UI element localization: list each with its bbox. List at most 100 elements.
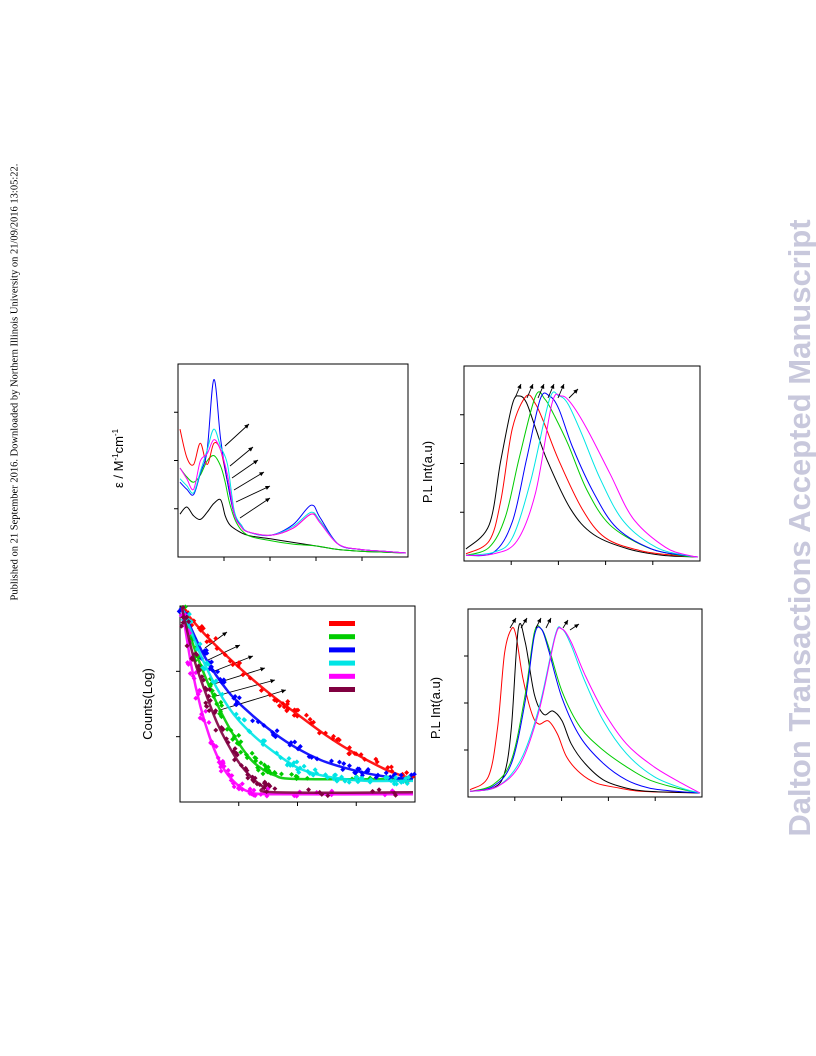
emission-bottom-y-axis-label: P.L Int(a.u)	[428, 677, 443, 739]
decay-series-wine	[180, 607, 414, 794]
decay-point-magenta	[206, 720, 212, 725]
decay-point-blue	[274, 728, 280, 734]
decay-point-wine	[262, 779, 268, 785]
decay-point-wine	[370, 788, 376, 794]
decay-point-cyan	[404, 781, 410, 787]
emission-top-y-axis-label: P.L Int(a.u)	[420, 441, 435, 503]
absorption-arrow-shaft	[233, 471, 265, 491]
decay-point-blue	[408, 772, 414, 778]
emission-bottom-series-magenta	[469, 627, 701, 794]
decay-point-magenta	[239, 787, 245, 793]
decay-point-cyan	[301, 763, 307, 769]
decay-point-red	[307, 716, 313, 722]
decay-point-cyan	[213, 678, 219, 684]
emission-top-series-red	[465, 394, 699, 558]
absorption-series-green	[179, 454, 407, 554]
decay-arrow-head	[281, 689, 286, 694]
decay-arrow-shaft	[219, 689, 287, 711]
decay-point-cyan	[310, 772, 316, 778]
decay-point-green	[238, 749, 244, 755]
decay-point-red	[199, 623, 205, 629]
decay-point-cyan	[339, 774, 345, 780]
emission-bottom-series-blue	[469, 626, 701, 794]
decay-point-blue	[359, 770, 365, 776]
decay-point-wine	[231, 748, 237, 754]
decay-point-green	[304, 775, 310, 781]
absorption-arrow-shaft	[224, 423, 250, 447]
decay-point-magenta	[199, 711, 205, 717]
decay-point-blue	[365, 767, 371, 772]
absorption-arrow-shaft	[235, 485, 271, 503]
decay-point-green	[236, 732, 242, 738]
decay-point-cyan	[197, 641, 203, 647]
decay-point-blue	[204, 650, 210, 656]
decay-point-blue	[231, 695, 237, 701]
decay-point-magenta	[239, 781, 245, 787]
absorption-y-axis-label: ε / M-1cm-1	[111, 428, 126, 488]
decay-point-magenta	[197, 688, 203, 694]
decay-point-green	[278, 771, 284, 777]
decay-point-cyan	[355, 779, 361, 785]
decay-point-magenta	[250, 792, 256, 798]
decay-point-blue	[261, 722, 267, 728]
decay-point-red	[294, 713, 300, 719]
decay-point-magenta	[193, 695, 199, 701]
absorption-arrow-shaft	[231, 459, 259, 479]
decay-point-cyan	[236, 716, 242, 721]
decay-point-magenta	[258, 791, 264, 797]
emission-bottom-arrow-head	[547, 618, 551, 623]
decay-point-cyan	[278, 755, 284, 761]
decay-point-magenta	[218, 768, 224, 774]
decay-point-green	[224, 726, 230, 732]
absorption-arrow-shaft	[239, 497, 271, 519]
decay-point-cyan	[296, 769, 302, 775]
decay-point-wine	[306, 787, 312, 793]
decay-point-wine	[263, 783, 269, 789]
decay-point-cyan	[394, 781, 399, 787]
decay-point-wine	[196, 663, 202, 669]
decay-point-green	[272, 769, 278, 775]
decay-point-magenta	[201, 717, 207, 723]
decay-point-cyan	[219, 691, 225, 697]
decay-point-red	[284, 708, 290, 714]
decay-point-wine	[376, 787, 382, 793]
absorption-arrow-shaft	[229, 446, 254, 467]
decay-point-cyan	[260, 742, 266, 747]
emission-bottom-series-green	[469, 625, 701, 794]
decay-point-red	[267, 692, 273, 698]
decay-point-blue	[340, 767, 346, 773]
decay-point-cyan	[332, 772, 337, 778]
absorption-arrow-head	[244, 424, 249, 429]
decay-point-blue	[341, 761, 347, 767]
decay-point-magenta	[230, 780, 236, 786]
decay-point-magenta	[215, 755, 221, 761]
decay-series-green	[180, 607, 414, 781]
legend-swatch-red	[329, 621, 355, 626]
decay-point-wine	[393, 792, 399, 798]
absorption-arrow-head	[259, 472, 264, 477]
decay-point-blue	[346, 763, 352, 769]
decay-point-magenta	[190, 673, 196, 679]
decay-point-red	[336, 737, 342, 743]
legend-swatch-magenta	[329, 673, 355, 679]
decay-arrow-head	[235, 644, 240, 649]
decay-point-blue	[250, 718, 256, 724]
emission-top-arrow-head	[517, 384, 522, 389]
decay-point-cyan	[325, 775, 330, 780]
decay-point-red	[284, 701, 290, 707]
decay-point-cyan	[312, 767, 318, 773]
absorption-series-red	[179, 428, 407, 554]
legend-swatch-cyan	[329, 660, 355, 666]
emission-top-series-green	[465, 391, 699, 558]
emission-top-arrow-head	[573, 389, 578, 394]
decay-point-green	[236, 741, 242, 747]
absorption-arrow-head	[265, 498, 270, 503]
decay-point-red	[323, 730, 329, 736]
decay-point-green	[243, 752, 249, 758]
decay-point-red	[316, 730, 322, 736]
decay-point-green	[255, 765, 261, 771]
absorption-arrow-head	[265, 485, 270, 490]
emission-bottom-series-cyan	[469, 626, 701, 794]
decay-point-green	[214, 701, 220, 707]
decay-point-wine	[207, 698, 213, 704]
